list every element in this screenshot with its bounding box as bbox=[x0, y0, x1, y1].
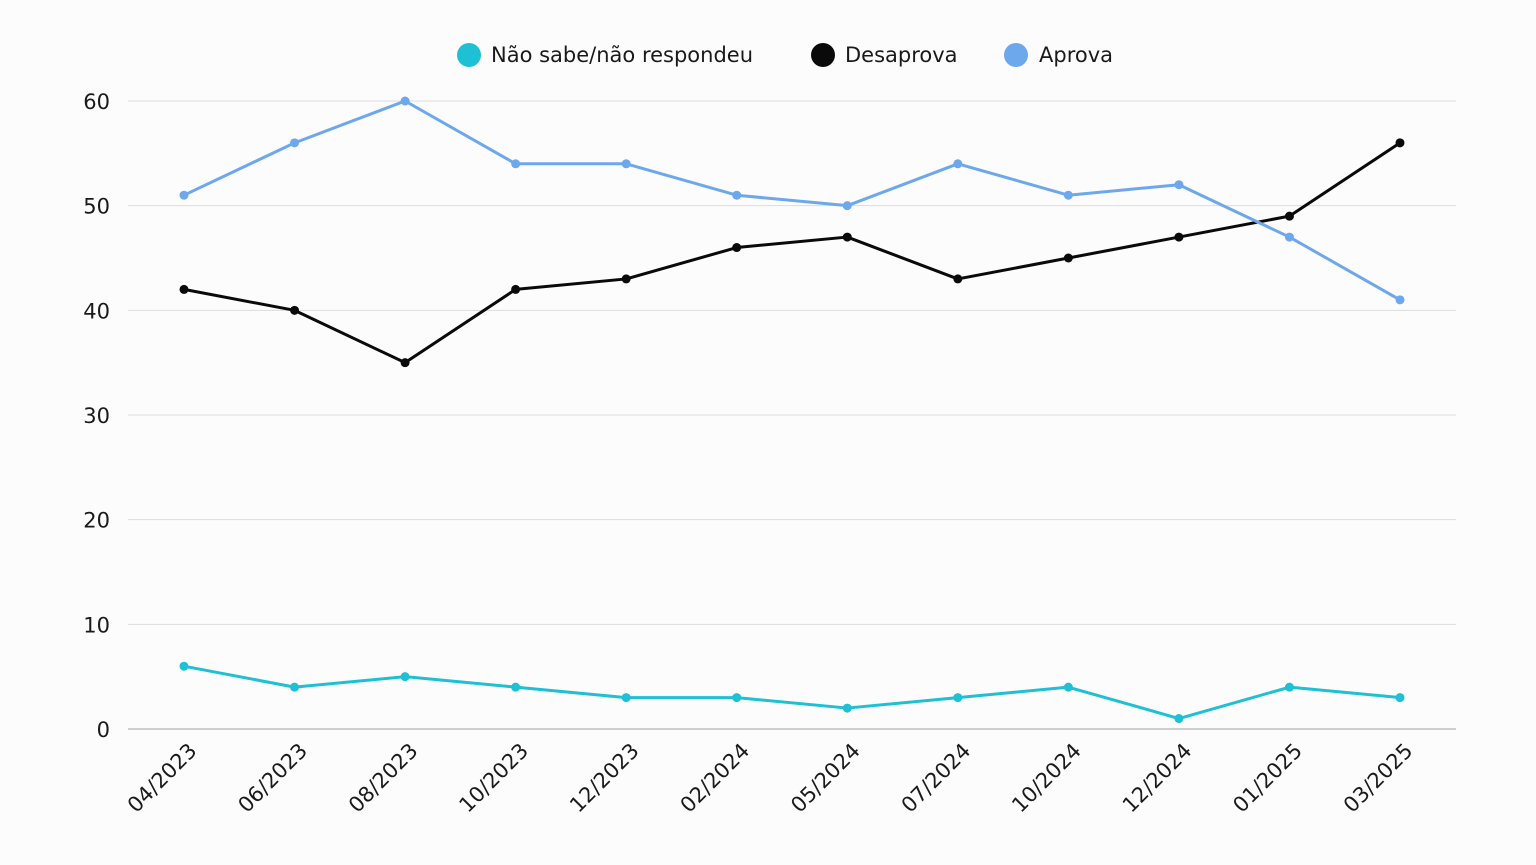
legend: Não sabe/não respondeu Desaprova Aprova bbox=[457, 43, 1113, 67]
y-tick-label: 40 bbox=[83, 299, 110, 323]
data-point[interactable] bbox=[290, 138, 300, 148]
legend-marker-aprova bbox=[1004, 43, 1028, 67]
data-point[interactable] bbox=[1063, 190, 1073, 200]
y-axis: 0 10 20 30 40 50 60 bbox=[83, 90, 110, 742]
data-point[interactable] bbox=[842, 703, 852, 713]
legend-item-nao-sabe[interactable]: Não sabe/não respondeu bbox=[457, 43, 753, 67]
series-lines bbox=[179, 96, 1405, 724]
x-tick-label: 04/2023 bbox=[123, 739, 202, 818]
data-point[interactable] bbox=[179, 190, 189, 200]
series-2 bbox=[179, 96, 1405, 305]
legend-marker-desaprova bbox=[811, 43, 835, 67]
legend-marker-nao-sabe bbox=[457, 43, 481, 67]
data-point[interactable] bbox=[953, 159, 963, 169]
data-point[interactable] bbox=[400, 96, 410, 106]
data-point[interactable] bbox=[1284, 682, 1294, 692]
data-point[interactable] bbox=[1063, 253, 1073, 263]
data-point[interactable] bbox=[842, 232, 852, 242]
x-axis: 04/2023 06/2023 08/2023 10/2023 12/2023 02/20… bbox=[123, 739, 1418, 818]
data-point[interactable] bbox=[1395, 295, 1405, 305]
series-line bbox=[182, 99, 1402, 302]
data-point[interactable] bbox=[179, 284, 189, 294]
legend-item-desaprova[interactable]: Desaprova bbox=[811, 43, 958, 67]
data-point[interactable] bbox=[953, 693, 963, 703]
data-point[interactable] bbox=[1395, 138, 1405, 148]
data-point[interactable] bbox=[290, 305, 300, 315]
data-point[interactable] bbox=[511, 682, 521, 692]
data-point[interactable] bbox=[1174, 232, 1184, 242]
data-point[interactable] bbox=[511, 159, 521, 169]
data-point[interactable] bbox=[732, 693, 742, 703]
data-point[interactable] bbox=[400, 358, 410, 368]
legend-item-aprova[interactable]: Aprova bbox=[1004, 43, 1113, 67]
series-line bbox=[182, 664, 1402, 721]
x-tick-label: 12/2024 bbox=[1118, 739, 1197, 818]
x-tick-label: 10/2023 bbox=[455, 739, 534, 818]
y-tick-label: 60 bbox=[83, 90, 110, 114]
data-point[interactable] bbox=[1174, 714, 1184, 724]
data-point[interactable] bbox=[621, 274, 631, 284]
data-point[interactable] bbox=[1395, 693, 1405, 703]
gridlines bbox=[128, 100, 1456, 730]
data-point[interactable] bbox=[1063, 682, 1073, 692]
series-line bbox=[182, 141, 1402, 365]
data-point[interactable] bbox=[179, 661, 189, 671]
x-tick-label: 03/2025 bbox=[1339, 739, 1418, 818]
x-tick-label: 12/2023 bbox=[565, 739, 644, 818]
x-tick-label: 10/2024 bbox=[1007, 739, 1086, 818]
x-tick-label: 07/2024 bbox=[897, 739, 976, 818]
data-point[interactable] bbox=[621, 693, 631, 703]
y-tick-label: 20 bbox=[83, 509, 110, 533]
x-tick-label: 08/2023 bbox=[344, 739, 423, 818]
y-tick-label: 0 bbox=[97, 718, 110, 742]
x-tick-label: 05/2024 bbox=[786, 739, 865, 818]
data-point[interactable] bbox=[290, 682, 300, 692]
data-point[interactable] bbox=[842, 201, 852, 211]
x-tick-label: 02/2024 bbox=[676, 739, 755, 818]
legend-label-aprova: Aprova bbox=[1039, 43, 1113, 67]
series-1 bbox=[179, 138, 1405, 368]
data-point[interactable] bbox=[953, 274, 963, 284]
legend-label-desaprova: Desaprova bbox=[845, 43, 958, 67]
data-point[interactable] bbox=[621, 159, 631, 169]
data-point[interactable] bbox=[511, 284, 521, 294]
data-point[interactable] bbox=[732, 243, 742, 253]
y-tick-label: 50 bbox=[83, 195, 110, 219]
data-point[interactable] bbox=[1174, 180, 1184, 190]
data-point[interactable] bbox=[1284, 211, 1294, 221]
y-tick-label: 10 bbox=[83, 613, 110, 637]
data-point[interactable] bbox=[1284, 232, 1294, 242]
x-tick-label: 01/2025 bbox=[1228, 739, 1307, 818]
legend-label-nao-sabe: Não sabe/não respondeu bbox=[491, 43, 753, 67]
y-tick-label: 30 bbox=[83, 404, 110, 428]
data-point[interactable] bbox=[732, 190, 742, 200]
x-tick-label: 06/2023 bbox=[233, 739, 312, 818]
data-point[interactable] bbox=[400, 672, 410, 682]
series-0 bbox=[179, 661, 1405, 724]
